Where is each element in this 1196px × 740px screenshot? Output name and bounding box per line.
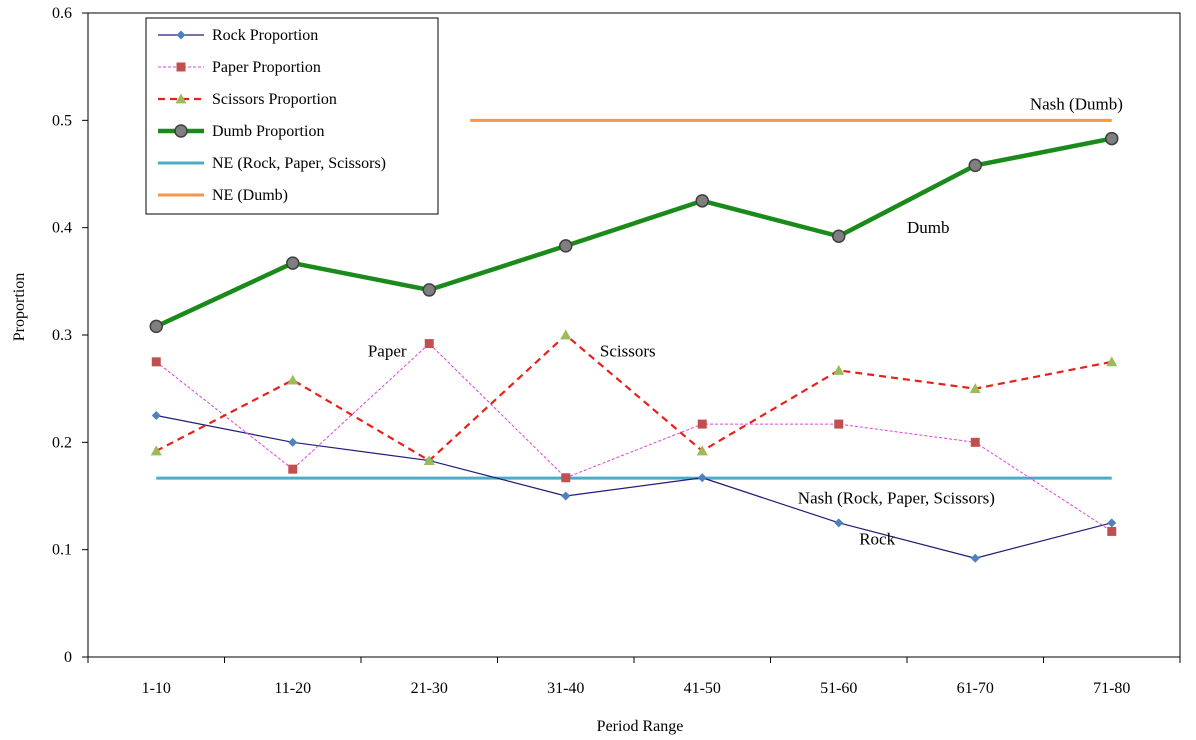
legend-item: Paper Proportion [158,59,321,76]
x-tick-label: 61-70 [957,680,994,697]
legend-label: NE (Dumb) [212,187,288,204]
data-point-scissors [969,383,981,394]
legend-label: NE (Rock, Paper, Scissors) [212,155,386,172]
y-tick-label: 0.1 [52,542,72,559]
annotation-dumb: Dumb [907,218,950,237]
y-axis-title: Proportion [11,273,28,341]
data-point-paper [288,464,298,474]
data-point-rock [151,411,161,420]
data-point-dumb [832,229,846,244]
series-dumb [149,131,1119,334]
data-point-dumb [149,319,163,334]
legend-marker-scissors [175,93,187,104]
data-point-rock [697,473,707,483]
x-axis-title: Period Range [597,718,684,735]
legend-box [145,17,439,215]
annotation-nash_dumb: Nash (Dumb) [1030,95,1123,114]
legend-label: Dumb Proportion [212,123,324,140]
legend-marker-rock [176,30,186,40]
legend-item: Rock Proportion [158,27,318,44]
x-tick-label: 11-20 [274,680,311,697]
data-point-scissors [560,329,572,340]
data-point-rock [834,518,844,528]
legend-label: Scissors Proportion [212,91,337,108]
annotation-scissors: Scissors [600,341,656,360]
series-scissors [150,329,1118,465]
data-point-scissors [423,455,435,465]
data-point-paper [561,473,571,483]
y-tick-label: 0.5 [52,112,72,129]
legend-item: NE (Dumb) [158,187,288,204]
y-tick-label: 0.3 [52,327,72,344]
data-point-dumb [1105,131,1119,146]
x-tick-label: 51-60 [820,680,857,697]
annotation-paper: Paper [368,341,407,360]
x-tick-label: 1-10 [142,680,171,697]
axes: 0 0.1 0.2 0.3 0.4 0.5 0.6 1-10 11-20 21-30 31-40 41… [52,5,1181,697]
legend-label: Paper Proportion [212,59,321,76]
legend-marker-paper [176,62,186,72]
data-point-rock [970,553,980,563]
series-group [149,131,1119,563]
data-point-dumb [559,239,573,253]
series-line-rock [156,414,1112,559]
data-point-scissors [833,364,845,375]
legend-item: NE (Rock, Paper, Scissors) [158,155,386,172]
legend-label: Rock Proportion [212,27,318,44]
data-point-scissors [1106,356,1118,367]
data-point-paper [697,419,707,429]
y-tick-label: 0.6 [52,5,72,22]
data-point-paper [151,357,161,367]
legend: Rock Proportion Paper Proportion Scissors … [145,17,439,215]
data-point-dumb [695,194,709,208]
data-point-rock [1107,518,1117,528]
data-point-rock [288,437,298,447]
x-tick-label: 41-50 [684,680,721,697]
y-tick-label: 0.4 [52,220,72,237]
data-point-scissors [696,445,708,456]
data-point-scissors [150,445,162,456]
data-point-paper [834,419,844,429]
data-point-paper [970,437,980,447]
reference-lines [156,118,1112,480]
annotation-rock: Rock [859,529,895,548]
legend-marker-dumb [174,124,188,138]
series-rock [151,411,1117,563]
annotations: Nash (Dumb) Dumb Paper Scissors Nash (Rock, … [368,95,1123,549]
data-point-rock [561,491,571,501]
x-tick-label: 31-40 [547,680,584,697]
data-point-dumb [286,256,300,270]
annotation-nash_rps: Nash (Rock, Paper, Scissors) [798,489,995,508]
series-line-scissors [155,333,1112,462]
data-point-dumb [422,283,436,297]
x-tick-label: 71-80 [1093,680,1130,697]
x-tick-label: 21-30 [411,680,448,697]
data-point-scissors [287,374,299,385]
series-line-dumb [155,136,1113,329]
data-point-paper [1107,526,1117,536]
legend-item: Scissors Proportion [158,91,337,108]
y-tick-label: 0 [64,649,72,666]
data-point-dumb [968,158,982,173]
legend-item: Dumb Proportion [158,123,324,140]
y-tick-label: 0.2 [52,434,72,451]
series-paper [151,339,1117,536]
data-point-paper [424,339,434,349]
